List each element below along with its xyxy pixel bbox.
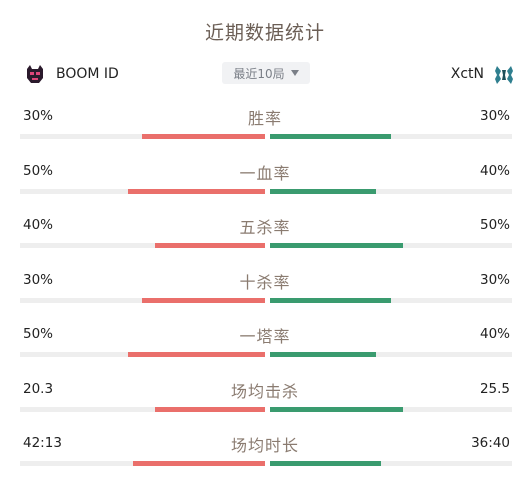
stat-row: 42:13 场均时长 36:40 <box>0 435 530 475</box>
left-bar-fill <box>128 352 265 357</box>
stat-left-value: 40% <box>23 217 54 233</box>
left-bar-track <box>20 297 265 303</box>
left-bar-track <box>20 406 265 412</box>
stat-label: 五杀率 <box>239 218 291 237</box>
stat-row: 50% 一血率 40% <box>0 163 530 203</box>
left-bar-fill <box>142 134 265 139</box>
stat-right-value: 30% <box>479 271 510 288</box>
left-bar-fill <box>155 243 265 248</box>
stat-right-value: 36:40 <box>471 435 510 451</box>
team-right[interactable]: XctN <box>451 62 514 86</box>
stat-label: 一血率 <box>239 163 291 183</box>
right-bar-track <box>270 297 512 303</box>
stat-row: 20.3 场均击杀 25.5 <box>0 381 530 421</box>
page-title: 近期数据统计 <box>204 22 325 44</box>
left-bar-track <box>20 352 265 357</box>
stat-left-value: 30% <box>23 271 54 288</box>
right-bar-fill <box>270 134 391 139</box>
right-bar-track <box>270 243 512 248</box>
right-bar-track <box>270 352 512 357</box>
stat-left-value: 30% <box>23 108 54 124</box>
stat-label: 胜率 <box>247 109 282 128</box>
left-bar-fill <box>133 461 265 466</box>
period-label: 最近10局 <box>233 66 285 81</box>
right-bar-track <box>270 461 512 466</box>
right-bar-track <box>270 406 512 412</box>
stat-left-value: 42:13 <box>23 435 62 451</box>
chevron-down-icon <box>290 70 299 76</box>
left-bar-track <box>20 461 265 466</box>
left-bar-track <box>20 134 265 139</box>
right-bar-fill <box>270 243 403 248</box>
right-bar-fill <box>270 406 403 412</box>
left-bar-track <box>20 188 265 194</box>
stat-right-value: 40% <box>479 162 510 179</box>
boom-id-logo-icon <box>24 63 46 85</box>
left-bar-fill <box>155 406 265 412</box>
stat-right-value: 50% <box>479 217 510 233</box>
stat-row: 40% 五杀率 50% <box>0 217 530 257</box>
stat-row: 30% 胜率 30% <box>0 108 530 148</box>
stat-label: 十杀率 <box>239 272 291 292</box>
left-bar-fill <box>128 188 265 194</box>
right-bar-fill <box>270 188 376 194</box>
stat-row: 30% 十杀率 30% <box>0 272 530 312</box>
stat-right-value: 30% <box>479 108 510 124</box>
team-right-name: XctN <box>450 66 484 82</box>
team-left-name: BOOM ID <box>56 66 119 82</box>
stat-label: 场均时长 <box>230 436 299 455</box>
right-bar-fill <box>270 352 376 357</box>
right-bar-track <box>270 134 512 139</box>
xctn-logo-icon <box>492 63 514 85</box>
stat-label: 场均击杀 <box>230 381 299 401</box>
stat-right-value: 25.5 <box>479 380 510 397</box>
stat-label: 一塔率 <box>239 327 291 346</box>
left-bar-track <box>20 243 265 248</box>
team-left[interactable]: BOOM ID <box>24 62 119 86</box>
stat-left-value: 20.3 <box>23 380 54 397</box>
right-bar-fill <box>270 297 391 303</box>
right-bar-track <box>270 188 512 194</box>
left-bar-fill <box>142 297 265 303</box>
right-bar-fill <box>270 461 381 466</box>
stat-left-value: 50% <box>23 326 54 342</box>
stat-left-value: 50% <box>23 162 54 179</box>
period-dropdown[interactable]: 最近10局 <box>222 62 310 84</box>
stat-row: 50% 一塔率 40% <box>0 326 530 366</box>
stat-right-value: 40% <box>479 326 510 342</box>
